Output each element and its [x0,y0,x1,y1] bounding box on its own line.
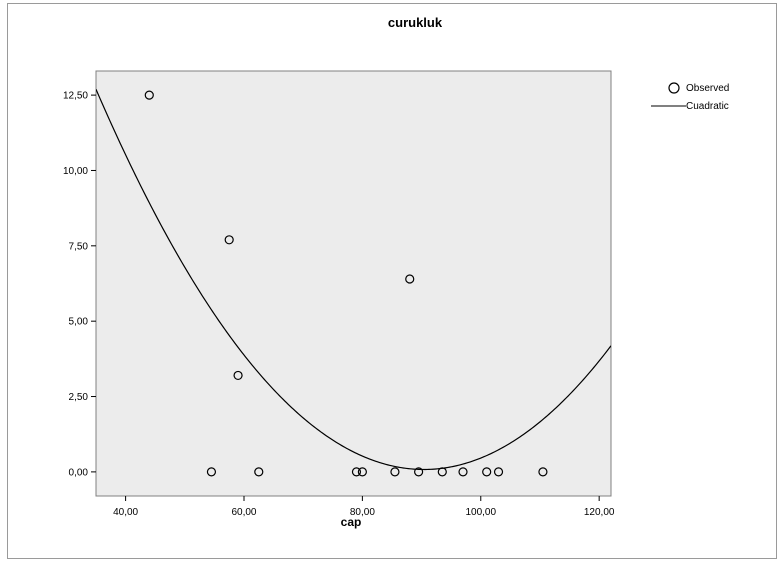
x-axis-title: cap [341,515,362,529]
y-tick-label: 10,00 [63,166,88,177]
y-axis: 0,00 2,50 5,00 7,50 10,00 12,50 [63,91,96,478]
observed-point [351,467,362,477]
observed-point [458,467,468,477]
x-tick-label: 80,00 [350,507,375,518]
plot-area [95,70,612,497]
observed-point [437,467,447,477]
observed-point [414,467,424,477]
observed-point [405,274,415,284]
legend-observed-marker [668,82,680,94]
x-tick-label: 120,00 [584,507,615,518]
y-tick-label: 12,50 [63,91,88,102]
y-tick-label: 5,00 [69,317,89,328]
observed-point [206,467,217,477]
observed-point [390,467,400,477]
observed-points-layer [144,90,548,477]
observed-point [357,467,367,477]
y-tick-label: 7,50 [69,241,89,252]
observed-point [233,370,243,381]
observed-point [493,467,504,477]
quadratic-fit-line [96,89,611,471]
y-tick-label: 0,00 [69,467,89,478]
legend: Observed Cuadratic [651,82,729,112]
legend-quadratic-label: Cuadratic [686,101,729,112]
legend-observed-label: Observed [686,83,729,94]
observed-point [144,90,154,100]
x-tick-label: 40,00 [113,507,138,518]
observed-point [254,467,264,477]
y-tick-label: 2,50 [69,392,89,403]
observed-point [224,235,234,245]
chart-title: curukluk [388,15,443,30]
observed-point [482,467,492,477]
quadratic-fit-layer [96,89,611,471]
x-tick-label: 60,00 [231,507,256,518]
x-tick-label: 100,00 [465,507,496,518]
x-axis: 40,00 60,00 80,00 100,00 120,00 [113,496,615,518]
observed-point [538,467,548,477]
